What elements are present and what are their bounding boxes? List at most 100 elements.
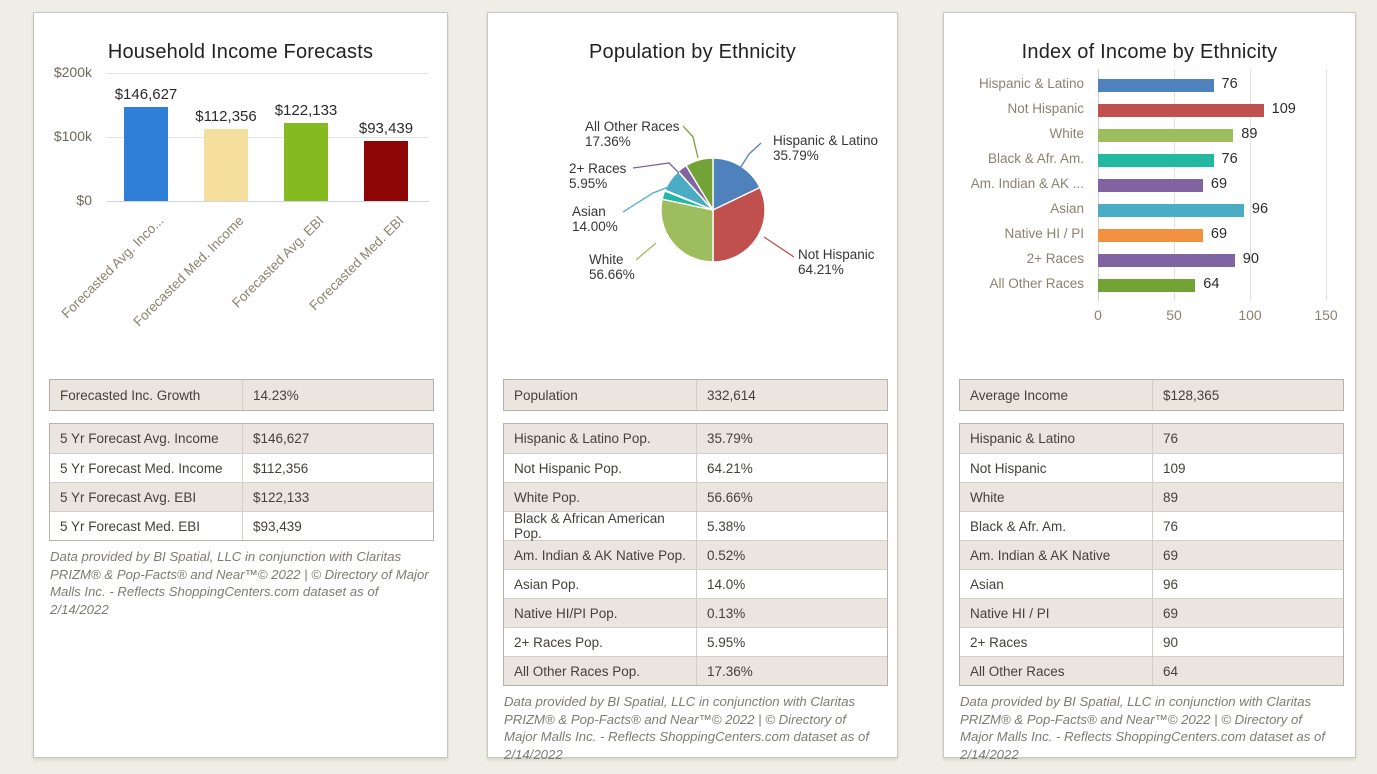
bar-forecasted-med-income [204,129,248,201]
table-row: 2+ Races 90 [960,627,1343,656]
pie-slice-label: White 56.66% [589,252,635,282]
hbar-native-hi-pi [1098,228,1203,242]
row-label: 2+ Races [970,634,1028,650]
summary-table: Forecasted Inc. Growth 14.23% [49,379,434,411]
pie-label-name: White [589,252,624,267]
table-row: Hispanic & Latino Pop. 35.79% [504,424,887,453]
bar-value-label: $112,356 [195,108,257,126]
hbar-category-label: Black & Afr. Am. [987,151,1084,166]
summary-table: Population 332,614 [503,379,888,411]
x-axis-tick-label: 0 [1094,307,1102,323]
data-attribution-note: Data provided by BI Spatial, LLC in conj… [960,694,1326,762]
x-axis-tick-label: 50 [1166,307,1182,323]
hbar-value-label: 76 [1221,151,1238,167]
row-label: Asian Pop. [514,576,580,592]
x-axis-line [106,201,429,202]
row-label: Am. Indian & AK Native [970,547,1111,563]
table-row: Population 332,614 [504,380,887,410]
row-value: $93,439 [242,512,433,540]
hbar-value-label: 96 [1251,201,1269,217]
table-row: White 89 [960,482,1343,511]
pie-slice-label: Not Hispanic 64.21% [798,247,875,277]
y-axis-tick-label: $200k [53,64,92,80]
hbar-category-label: White [1049,126,1084,141]
row-value: 0.52% [696,541,887,569]
pie-label-connector [763,236,795,258]
hbar-am-indian-ak- [1098,178,1203,192]
row-value: 0.13% [696,599,887,627]
row-value: 76 [1152,512,1343,540]
row-value: 14.23% [242,380,433,410]
household-income-bar-chart: $200k $100k $0 $146,627 Forecasted Avg. Inco… [34,61,447,383]
table-row: 5 Yr Forecast Med. Income $112,356 [50,453,433,482]
hbar-value-label: 64 [1203,276,1220,292]
pie-slice-label: Asian 14.00% [572,204,618,234]
hbar-value-label: 89 [1241,126,1258,142]
row-value: 14.0% [696,570,887,598]
row-value: 64 [1152,657,1343,685]
table-row: Black & African American Pop. 5.38% [504,511,887,541]
pie-slice-label: Hispanic & Latino 35.79% [773,133,878,163]
pie-label-name: Not Hispanic [798,247,875,262]
hbar-value-label: 90 [1242,251,1259,267]
hbar-black-afr-am- [1098,153,1214,167]
detail-table: Hispanic & Latino 76 Not Hispanic 109 White 8… [959,423,1344,686]
bar-forecasted-avg-ebi [284,122,328,201]
pie-slice-all-other-races [685,157,714,213]
pie-label-connector [635,242,657,261]
table-row: Asian Pop. 14.0% [504,569,887,598]
row-label: Forecasted Inc. Growth [60,387,201,403]
row-value: 89 [1152,483,1343,511]
row-label: 5 Yr Forecast Avg. EBI [60,489,197,505]
x-gridline [1250,69,1251,301]
hbar-category-label: Hispanic & Latino [978,76,1084,91]
hbar-category-label: Asian [1050,201,1084,216]
bar-forecasted-avg-inco- [124,107,168,201]
table-row: Hispanic & Latino 76 [960,424,1343,453]
table-row: Asian 96 [960,569,1343,598]
pie-svg [622,125,795,263]
row-value: 69 [1152,599,1343,627]
row-value: $128,365 [1152,380,1343,410]
row-value: 64.21% [696,454,887,482]
page-title: Household Income Forecasts [107,41,374,63]
table-row: 5 Yr Forecast Med. EBI $93,439 [50,511,433,540]
table-row: All Other Races 64 [960,656,1343,685]
income-index-hbar-chart: 0 50 100 150 Hispanic & Latino 76 Not Hispanic… [944,61,1355,383]
row-label: Black & African American Pop. [514,511,665,541]
page-title: Population by Ethnicity [589,41,796,63]
row-value: 332,614 [696,380,887,410]
row-label: All Other Races Pop. [514,663,641,679]
row-value: 96 [1152,570,1343,598]
table-row: Not Hispanic 109 [960,453,1343,482]
hbar-category-label: All Other Races [989,276,1084,291]
row-value: 17.36% [696,657,887,685]
bar-value-label: $122,133 [274,101,338,119]
row-label: Population [514,387,578,403]
hbar-value-label: 109 [1271,101,1296,117]
row-label: 5 Yr Forecast Med. Income [60,460,223,476]
pie-label-percent: 5.95% [569,176,608,191]
row-label: 5 Yr Forecast Med. EBI [60,518,201,534]
page-title: Index of Income by Ethnicity [1021,41,1278,63]
population-ethnicity-pie-chart: Hispanic & Latino 35.79% Not Hispanic 64.21… [488,61,897,383]
table-row: 5 Yr Forecast Avg. EBI $122,133 [50,482,433,511]
hbar-category-label: Native HI / PI [1004,226,1084,241]
table-row: Am. Indian & AK Native Pop. 0.52% [504,540,887,569]
pie-label-connector [632,162,680,174]
data-attribution-note: Data provided by BI Spatial, LLC in conj… [504,694,870,762]
row-value: 5.38% [696,512,887,540]
row-label: Not Hispanic Pop. [514,460,623,476]
hbar-value-label: 76 [1221,76,1238,92]
x-axis-tick-label: 100 [1238,307,1262,323]
panel-population-by-ethnicity: Population by Ethnicity Hispanic & Latin… [487,12,898,762]
pie-label-percent: 35.79% [773,148,819,163]
y-gridline [106,73,429,74]
table-row: Native HI / PI 69 [960,598,1343,627]
row-label: Hispanic & Latino Pop. [514,431,651,446]
table-row: White Pop. 56.66% [504,482,887,511]
detail-table: Hispanic & Latino Pop. 35.79% Not Hispanic… [503,423,888,686]
pie-label-name: All Other Races [585,119,680,134]
row-value: 76 [1152,424,1343,453]
row-label: Average Income [970,387,1069,403]
